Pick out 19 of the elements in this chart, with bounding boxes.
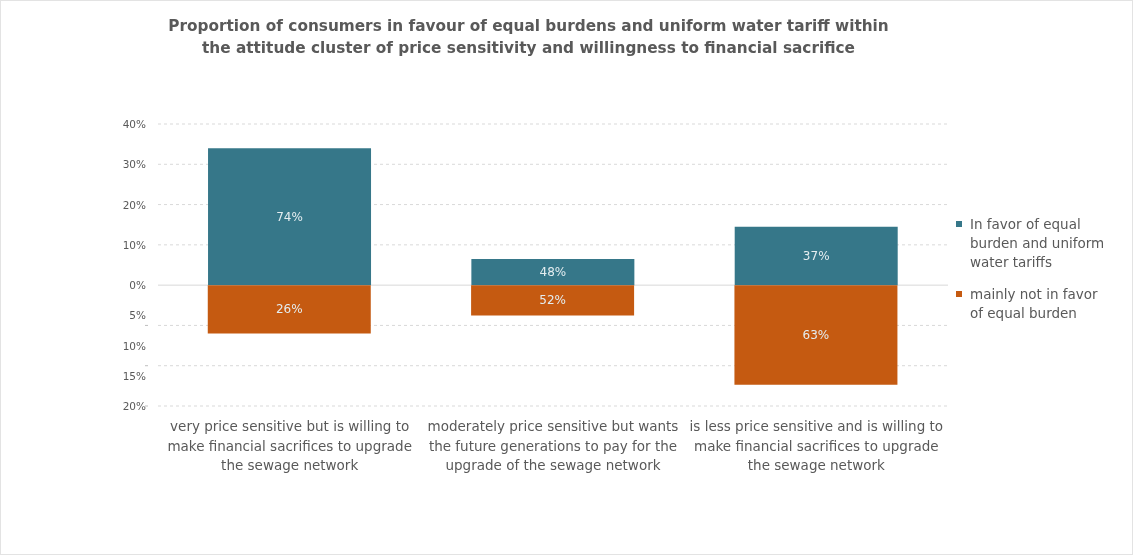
chart-title: Proportion of consumers in favour of equal burdens and uniform water tariff within the attitude cluster of price sensitivity and willingness to financial sacrifice — [167, 16, 890, 59]
y-tick-label: 40% — [122, 118, 147, 130]
x-tick-label: very price sensitive but is willing to make financial sacrifices to upgrade the sewage network — [167, 418, 412, 473]
y2-tick-label: 15% — [122, 369, 147, 382]
annotation: 48% — [539, 265, 567, 280]
x-tick-label: is less price sensitive and is willing to make financial sacrifices to upgrade the sewage network — [689, 418, 944, 473]
y-tick-label: 20% — [122, 198, 147, 211]
x-tick-label: moderately price sensitive but wants the future generations to pay for the upgrade of the sewage network — [427, 418, 679, 473]
annotation: 74% — [276, 209, 303, 224]
legend-label: mainly not in favor of equal burden — [970, 285, 1099, 323]
legend-label: In favor of equal burden and uniform water tariffs — [970, 215, 1106, 272]
y-tick-label: 30% — [122, 158, 147, 171]
y-tick-label: 10% — [122, 238, 147, 251]
y2-tick-label: 5% — [129, 309, 147, 322]
annotation: 63% — [802, 328, 830, 343]
annotation: 52% — [539, 293, 566, 308]
annotation: 37% — [802, 248, 830, 263]
annotation: 26% — [275, 302, 303, 317]
y-tick-label: 0% — [129, 279, 147, 292]
